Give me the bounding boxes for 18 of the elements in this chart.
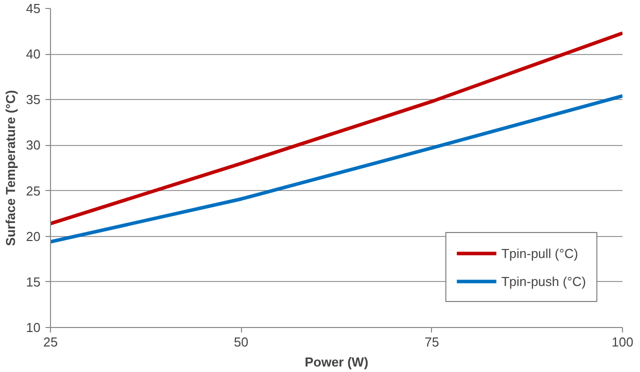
line-series xyxy=(50,94,622,244)
y-tick-label: 35 xyxy=(26,92,41,108)
legend-label: Tpin-push (°C) xyxy=(501,274,586,288)
legend-label: Tpin-pull (°C) xyxy=(501,246,578,260)
x-tick-label: 75 xyxy=(424,334,440,350)
x-tick-label: 25 xyxy=(43,334,58,350)
y-tick-label: 45 xyxy=(26,1,41,16)
x-tick-label: 100 xyxy=(612,334,634,350)
y-tick-label: 25 xyxy=(26,183,41,198)
y-tick-label: 10 xyxy=(26,320,41,335)
x-axis-title: Power (W) xyxy=(304,354,368,370)
y-tick-label: 15 xyxy=(26,274,41,290)
x-tick-label: 50 xyxy=(234,334,248,350)
y-axis-title: Surface Temperature (°C) xyxy=(3,90,18,246)
y-tick-label: 40 xyxy=(26,46,41,62)
y-tick-label: 20 xyxy=(26,228,41,244)
line-series xyxy=(50,31,622,226)
y-tick-label: 30 xyxy=(26,138,41,153)
